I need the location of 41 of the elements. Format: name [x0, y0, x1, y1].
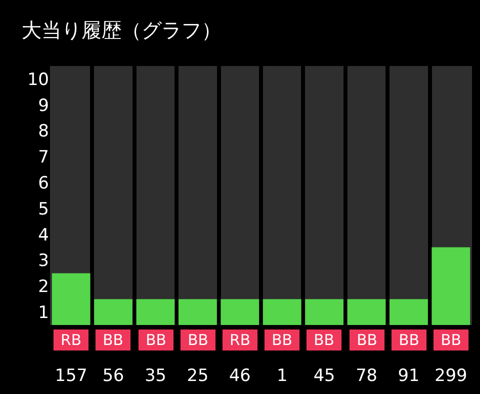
y-tick-label: 6 — [38, 174, 49, 194]
bar — [52, 273, 90, 325]
y-tick-label: 7 — [38, 148, 49, 168]
text: BB — [146, 331, 166, 349]
x-tick-label: 45 — [313, 366, 336, 386]
y-tick-label: 2 — [38, 277, 49, 298]
text: BB — [188, 331, 208, 349]
text: BB — [314, 331, 334, 349]
x-tick-label: 78 — [356, 366, 378, 386]
bar — [262, 299, 302, 325]
text: BB — [102, 331, 124, 349]
bar — [347, 299, 386, 325]
y-tick-label: 5 — [38, 199, 49, 220]
text: RB — [60, 331, 82, 349]
bar — [432, 247, 470, 325]
x-tick-label: 46 — [229, 366, 251, 386]
y-tick-label: 3 — [38, 251, 49, 272]
x-tick-label: 1 — [276, 366, 288, 386]
bar — [178, 299, 217, 325]
bar — [136, 299, 175, 325]
bar — [220, 299, 260, 325]
y-tick-label: 1 — [38, 303, 49, 323]
bar — [390, 299, 428, 325]
text: BB — [398, 331, 420, 349]
text: RB — [230, 331, 250, 349]
y-tick-label: 10 — [27, 70, 49, 90]
y-tick-label: 9 — [38, 96, 49, 116]
x-tick-label: 25 — [186, 366, 209, 386]
x-tick-label: 35 — [144, 366, 166, 386]
text: BB — [272, 331, 292, 349]
chart-title: 大当り履歴（グラフ） — [22, 18, 222, 42]
y-tick-label: 4 — [38, 225, 49, 246]
text: BB — [356, 331, 378, 349]
text: BB — [440, 331, 462, 349]
x-tick-label: 299 — [434, 366, 468, 386]
x-tick-label: 56 — [102, 366, 124, 386]
bar — [94, 299, 132, 325]
x-tick-label: 157 — [54, 366, 88, 386]
x-tick-label: 91 — [398, 366, 420, 386]
bar — [305, 299, 344, 325]
y-tick-label: 8 — [38, 122, 49, 142]
